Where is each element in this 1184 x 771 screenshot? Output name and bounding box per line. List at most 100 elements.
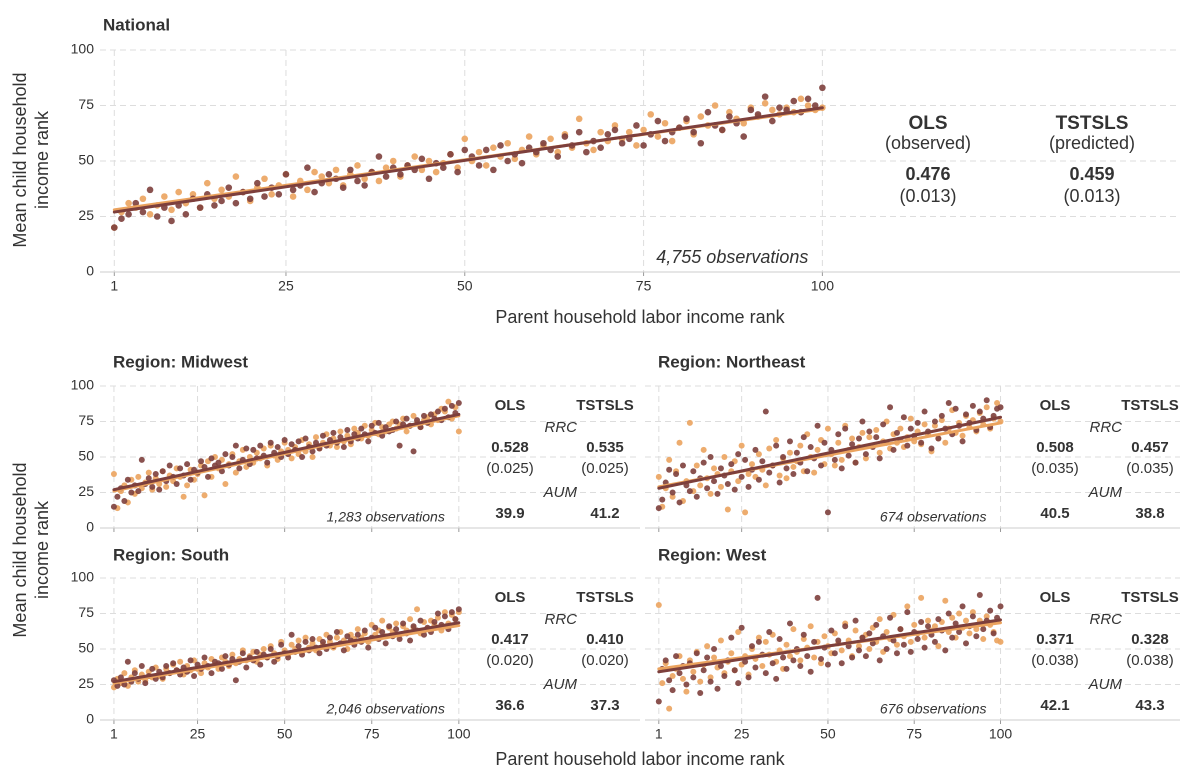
data-point <box>647 111 655 118</box>
data-point <box>229 651 236 658</box>
data-point <box>935 643 942 650</box>
data-point <box>766 445 773 452</box>
data-point <box>804 95 812 103</box>
data-point <box>142 680 149 687</box>
data-point <box>935 435 942 442</box>
data-point <box>762 638 769 645</box>
data-point <box>769 117 776 125</box>
data-point <box>856 643 862 650</box>
data-point <box>313 434 319 441</box>
stat-name: OLS <box>1040 397 1071 414</box>
data-point <box>745 471 752 478</box>
data-point <box>267 646 274 652</box>
data-point <box>797 657 804 664</box>
data-point <box>683 681 690 688</box>
stat-coef: 0.476 <box>905 164 950 184</box>
data-point <box>407 637 414 644</box>
stat-name: OLS <box>495 397 526 414</box>
data-point <box>128 489 135 496</box>
data-point <box>333 444 340 451</box>
data-point <box>831 650 838 657</box>
data-point <box>261 175 268 183</box>
data-point <box>132 199 140 207</box>
data-point <box>427 411 434 418</box>
data-point <box>659 496 666 503</box>
data-point <box>686 419 693 426</box>
x-axis-label: Parent household labor income rank <box>495 307 785 327</box>
data-point <box>375 153 383 160</box>
data-point <box>354 177 361 185</box>
data-point <box>475 162 483 169</box>
y-axis-label: Mean child household income rank <box>10 72 52 247</box>
data-point <box>876 657 883 664</box>
data-point <box>963 640 969 647</box>
data-point <box>819 84 826 92</box>
data-point <box>222 653 229 660</box>
data-point <box>983 613 990 620</box>
data-point <box>403 428 410 435</box>
data-point <box>191 672 198 679</box>
data-point <box>340 647 347 654</box>
data-point <box>161 193 168 200</box>
data-point <box>361 175 368 183</box>
data-point <box>662 657 669 664</box>
data-point <box>807 623 814 630</box>
observations-note: 676 observations <box>880 701 987 717</box>
data-point <box>869 640 876 647</box>
y-tick-label: 75 <box>78 96 94 112</box>
data-point <box>354 631 361 638</box>
data-point <box>921 421 928 428</box>
aum-label: AUM <box>543 676 578 693</box>
data-point <box>396 636 403 643</box>
data-point <box>728 634 735 641</box>
y-tick-label: 75 <box>78 604 94 620</box>
data-point <box>824 661 831 668</box>
data-point <box>873 434 880 441</box>
data-point <box>153 213 161 220</box>
y-tick-label: 50 <box>78 640 94 656</box>
data-point <box>633 142 640 149</box>
data-point <box>797 95 805 103</box>
data-point <box>304 186 311 194</box>
data-point <box>786 438 793 445</box>
data-point <box>326 634 333 641</box>
data-point <box>800 631 807 638</box>
data-point <box>145 469 152 476</box>
data-point <box>666 677 673 684</box>
data-point <box>411 153 419 160</box>
data-point <box>124 658 131 665</box>
fit-line <box>112 624 461 685</box>
data-point <box>372 624 379 631</box>
data-point <box>807 668 814 675</box>
data-point <box>776 104 783 112</box>
data-point <box>232 173 240 180</box>
data-point <box>697 139 705 147</box>
data-point <box>907 415 914 422</box>
data-point <box>704 485 711 492</box>
stat-aum: 39.9 <box>495 505 524 522</box>
data-point <box>365 644 372 651</box>
data-point <box>497 142 504 149</box>
data-point <box>421 631 427 638</box>
data-point <box>654 133 662 140</box>
data-point <box>418 155 426 163</box>
data-point <box>302 638 309 645</box>
data-point <box>347 166 354 174</box>
data-point <box>288 641 295 648</box>
data-point <box>425 175 433 183</box>
data-point <box>332 166 340 174</box>
data-point <box>761 93 769 100</box>
data-point <box>445 398 452 405</box>
data-point <box>862 451 869 458</box>
data-point <box>236 465 243 472</box>
data-point <box>676 499 683 506</box>
data-point <box>918 439 925 446</box>
data-point <box>887 614 894 621</box>
data-point <box>170 660 177 667</box>
data-point <box>676 670 683 677</box>
data-point <box>114 493 121 500</box>
data-point <box>842 425 849 432</box>
data-point <box>159 468 166 475</box>
data-point <box>766 469 773 476</box>
data-point <box>679 462 686 469</box>
